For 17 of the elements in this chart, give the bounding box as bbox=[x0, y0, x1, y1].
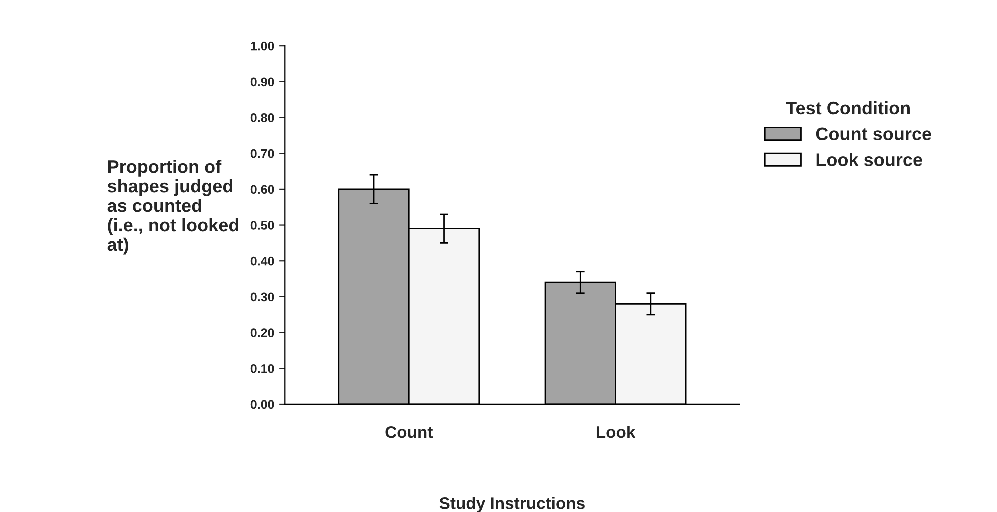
x-tick-label: Look bbox=[596, 426, 636, 438]
y-tick-label: 0.40 bbox=[250, 256, 274, 266]
y-tick-label: 0.00 bbox=[250, 400, 274, 410]
x-tick-label: Count bbox=[386, 426, 433, 438]
y-tick-label: 0.80 bbox=[250, 114, 274, 122]
y-tick-label: 0.50 bbox=[250, 221, 274, 230]
y-tick-label: 0.10 bbox=[250, 364, 274, 374]
y-tick-label: 0.70 bbox=[250, 149, 274, 158]
y-tick-label: 1.00 bbox=[251, 42, 274, 51]
legend-title: Test Condition bbox=[786, 101, 910, 115]
y-axis-title: Proportion of shapes judged as counted (i.e., not looked at) bbox=[108, 160, 238, 255]
y-tick-label: 0.30 bbox=[250, 292, 274, 302]
y-tick-label: 0.90 bbox=[250, 78, 274, 87]
y-tick-label: 0.60 bbox=[250, 185, 274, 194]
legend-label: Count source bbox=[816, 128, 932, 141]
y-tick-label: 0.20 bbox=[250, 328, 274, 338]
legend-label: Look source bbox=[816, 153, 922, 166]
